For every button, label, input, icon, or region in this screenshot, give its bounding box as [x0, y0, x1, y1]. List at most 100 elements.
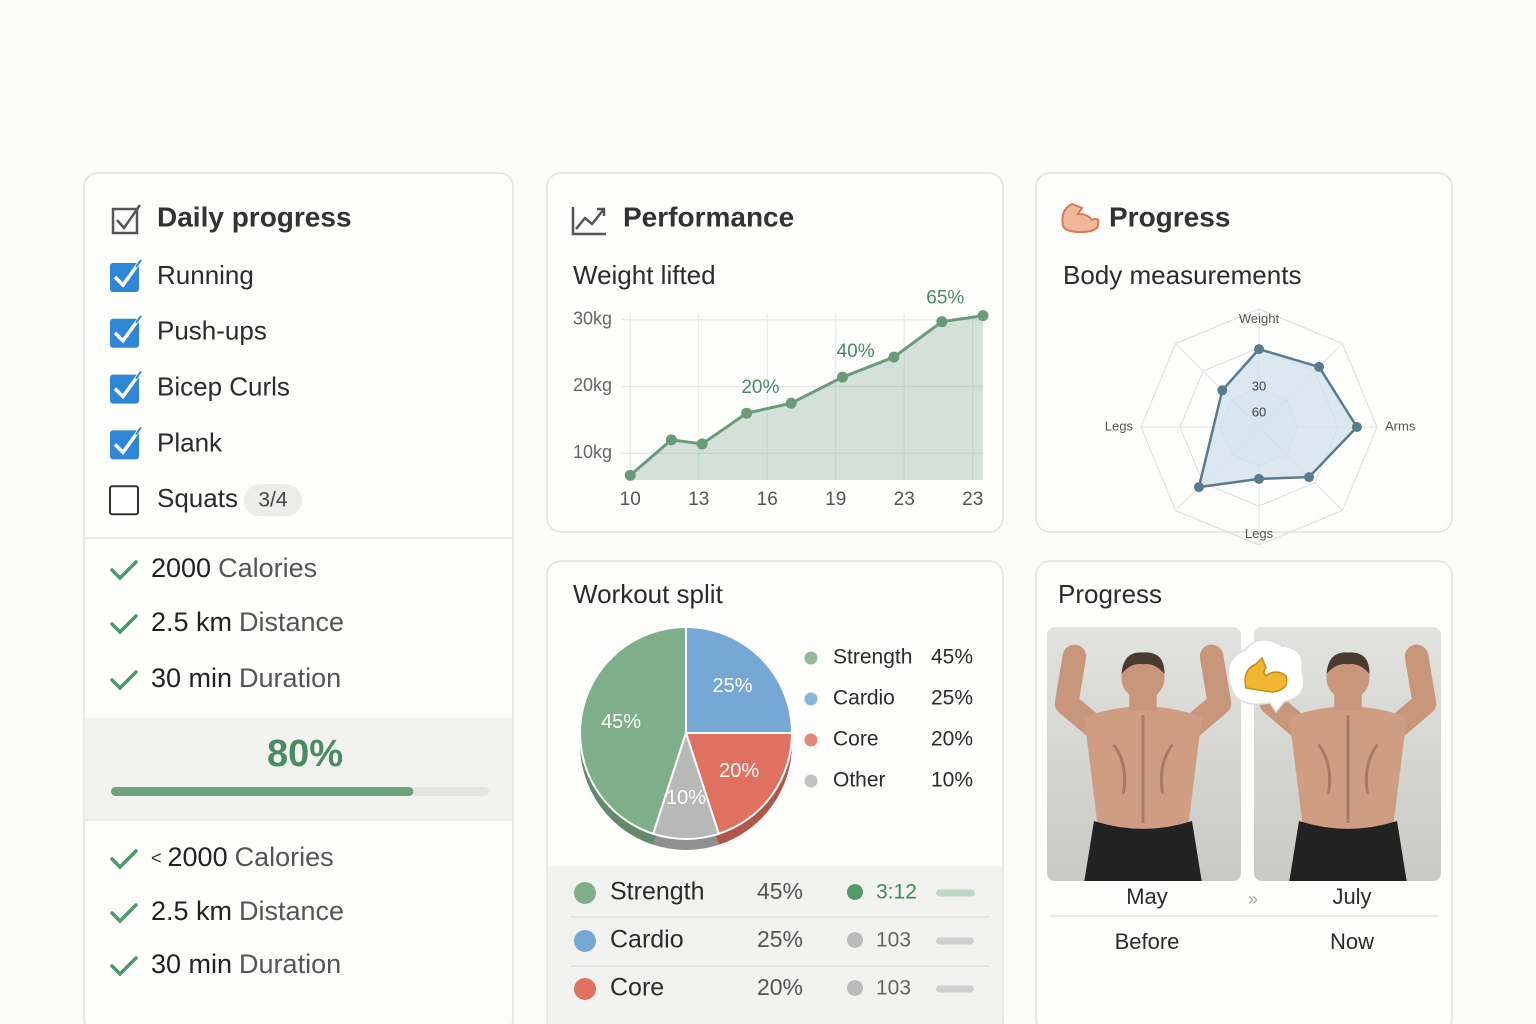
checkmark: [113, 370, 143, 400]
legend-value: 20%: [931, 728, 973, 751]
goal-value: 2.5 km: [151, 607, 232, 637]
mini-bar: [936, 937, 974, 945]
chart-title: Body measurements: [1063, 260, 1301, 290]
chart-title: Workout split: [573, 579, 724, 609]
progress-fill: [111, 787, 414, 796]
table-band: [548, 866, 1002, 1024]
radar-point: [1314, 361, 1325, 372]
row-time: 103: [876, 977, 911, 1000]
checkmark: [113, 314, 143, 344]
checkbox[interactable]: [109, 485, 139, 516]
mini-bar: [936, 889, 975, 897]
x-tick-label: 10: [620, 489, 641, 510]
y-tick-label: 10kg: [573, 442, 612, 462]
radar-point: [1254, 473, 1264, 484]
ring-label: 60: [1252, 404, 1266, 419]
caption: Before: [1115, 929, 1180, 954]
badge-label: 3/4: [258, 489, 288, 512]
completion-label: 80%: [267, 733, 343, 775]
check: [110, 670, 138, 691]
axis-label: Arms: [1385, 418, 1416, 433]
point: [665, 434, 677, 446]
check: [110, 614, 138, 635]
goal-unit: Distance: [239, 896, 344, 926]
row-dot: [574, 882, 596, 904]
slice-label: 25%: [712, 675, 752, 697]
radar-point: [1217, 385, 1228, 396]
ring-label: 30: [1252, 378, 1266, 393]
checkmark: [113, 426, 143, 456]
legend-dot: [804, 774, 818, 788]
flex-bubble: [1227, 639, 1305, 714]
legend-label: Other: [833, 769, 886, 792]
card-title: Progress: [1109, 201, 1230, 232]
radar-point: [1254, 344, 1264, 355]
point: [785, 397, 797, 409]
goal-value: 2000: [168, 842, 228, 872]
check: [110, 560, 138, 581]
check: [110, 849, 138, 870]
goal-unit: Calories: [218, 553, 317, 583]
slice-label: 20%: [719, 760, 759, 782]
goal-value: 30 min: [151, 663, 232, 693]
goal-unit: Duration: [239, 949, 341, 979]
legend-value: 10%: [931, 769, 973, 792]
point: [696, 438, 708, 450]
card: [546, 172, 1004, 533]
row-share: 45%: [757, 878, 803, 904]
goal: <2000 Calories: [151, 842, 334, 872]
card-title: Daily progress: [157, 201, 352, 232]
separator: »: [1248, 889, 1258, 909]
task-label: Squats: [157, 483, 238, 513]
row-time: 103: [876, 929, 911, 952]
goal-prefix: <: [151, 848, 162, 868]
radar-point: [1351, 422, 1362, 432]
legend-dot: [804, 651, 818, 665]
point: [741, 407, 753, 419]
row-share: 25%: [757, 926, 803, 952]
goal: 2.5 km Distance: [151, 607, 344, 637]
checkmark: [113, 258, 143, 288]
goal-unit: Distance: [239, 607, 344, 637]
x-tick-label: 23: [962, 489, 983, 510]
radar-area: [1197, 347, 1359, 489]
legend-dot: [804, 733, 818, 747]
point: [936, 316, 948, 328]
row-share: 20%: [757, 974, 803, 1000]
arm-icon: [1061, 202, 1100, 234]
goal-value: 30 min: [151, 949, 232, 979]
checkmark-tail: [135, 426, 142, 435]
card-title: Performance: [623, 201, 794, 232]
y-tick-label: 20kg: [573, 375, 612, 395]
checkmark-tail: [135, 259, 142, 268]
radar-point: [1193, 482, 1204, 493]
row-name: Strength: [610, 878, 705, 906]
row-dot: [574, 978, 596, 1000]
goal-value: 2000: [151, 553, 211, 583]
radar-point: [1304, 472, 1315, 483]
annotation: 20%: [741, 377, 779, 398]
slice: [684, 732, 794, 836]
annotation: 65%: [926, 287, 964, 308]
point: [837, 371, 849, 383]
chart-icon: [571, 207, 606, 236]
row-dot: [574, 930, 596, 952]
row-name: Core: [610, 974, 664, 1002]
row-name: Cardio: [610, 926, 684, 954]
measurements-card: Progress Body measurements: [1035, 172, 1453, 533]
performance-card: Performance Weight lifted: [546, 172, 1004, 533]
checklist-icon: [111, 204, 142, 235]
slice-label: 45%: [601, 711, 641, 733]
mini-bar: [936, 985, 974, 993]
goal: 30 min Duration: [151, 663, 341, 693]
slice: [579, 625, 687, 836]
x-tick-label: 19: [825, 489, 846, 510]
legend-value: 45%: [931, 646, 973, 669]
legend-label: Core: [833, 728, 879, 751]
daily-card: Daily progress 80%: [83, 172, 514, 1024]
task-label: Push-ups: [157, 316, 267, 346]
check: [110, 903, 138, 924]
photos-card: Progress May » July Before Now: [1035, 560, 1453, 1024]
task-label: Plank: [157, 427, 223, 457]
